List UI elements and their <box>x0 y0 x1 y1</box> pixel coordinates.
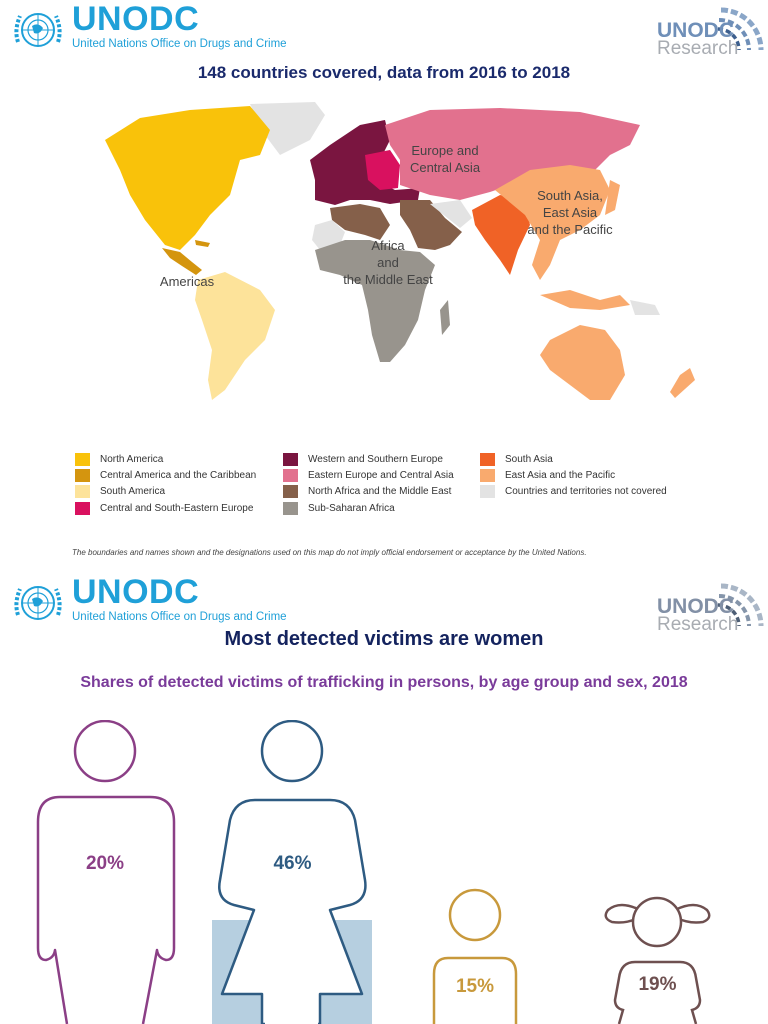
map-slide: UNODC United Nations Office on Drugs and… <box>10 2 765 557</box>
legend-item: South Asia <box>480 451 667 467</box>
value-men: 20% <box>85 853 125 874</box>
logo-subtitle: United Nations Office on Drugs and Crime <box>72 38 287 50</box>
region-east-asia-pacific <box>495 165 610 280</box>
boy-icon <box>432 888 518 1024</box>
man-icon <box>36 719 176 1024</box>
research-logo-line1: UNODC <box>657 595 734 618</box>
region-north-america <box>105 106 270 250</box>
region-central-america <box>162 248 202 275</box>
region-south-asia <box>472 195 530 275</box>
figure-boys: 15% <box>430 888 520 1024</box>
region-greenland <box>250 102 325 155</box>
value-women: 46% <box>273 853 312 874</box>
region-australia <box>540 325 625 400</box>
legend-item: East Asia and the Pacific <box>480 467 667 483</box>
un-emblem-icon <box>14 586 62 620</box>
region-eastern-europe-central-asia <box>385 108 640 200</box>
unodc-research-logo: UNODC Research <box>655 2 765 62</box>
legend-item: South America <box>75 484 256 500</box>
region-sub-saharan-africa <box>315 240 435 362</box>
figure-girls: 19% <box>600 888 715 1024</box>
legend-swatch <box>480 452 495 466</box>
research-arcs-icon <box>717 7 764 51</box>
logo-subtitle: United Nations Office on Drugs and Crime <box>72 611 287 623</box>
value-girls: 19% <box>638 974 677 995</box>
map-title: 148 countries covered, data from 2016 to… <box>197 63 571 82</box>
legend-swatch <box>480 468 495 482</box>
region-western-europe <box>310 120 420 205</box>
research-logo-line1: UNODC <box>657 19 734 42</box>
legend-swatch <box>75 485 90 499</box>
region-north-africa-middle-east <box>330 204 390 240</box>
legend-swatch <box>283 501 298 515</box>
legend-swatch <box>75 452 90 466</box>
legend-column-1: North America Central America and the Ca… <box>75 451 256 516</box>
legend-item: North America <box>75 451 256 467</box>
woman-icon <box>212 719 372 1024</box>
map-disclaimer: The boundaries and names shown and the d… <box>72 548 587 557</box>
legend-item: Western and Southern Europe <box>283 451 454 467</box>
slide-subtitle: Shares of detected victims of traffickin… <box>80 674 688 691</box>
unodc-research-logo: UNODC Research <box>655 578 765 638</box>
label-americas: Americas <box>160 274 215 289</box>
girl-icon <box>604 896 711 1024</box>
legend-item: Central and South-Eastern Europe <box>75 500 256 516</box>
legend-item: North Africa and the Middle East <box>283 484 454 500</box>
map-legend: North America Central America and the Ca… <box>75 451 715 521</box>
legend-swatch <box>283 452 298 466</box>
legend-item: Central America and the Caribbean <box>75 467 256 483</box>
legend-column-3: South Asia East Asia and the Pacific Cou… <box>480 451 667 500</box>
research-logo-line2: Research <box>657 614 739 635</box>
legend-swatch <box>283 485 298 499</box>
legend-item: Eastern Europe and Central Asia <box>283 467 454 483</box>
research-arcs-icon <box>717 583 764 627</box>
label-south-east-asia-pacific: South Asia, East Asia and the Pacific <box>527 188 613 237</box>
unodc-logo: UNODC United Nations Office on Drugs and… <box>10 2 287 58</box>
region-south-america <box>195 272 275 400</box>
legend-swatch <box>480 485 495 499</box>
victims-slide: UNODC United Nations Office on Drugs and… <box>0 570 768 1024</box>
legend-item: Countries and territories not covered <box>480 484 667 500</box>
value-boys: 15% <box>455 976 495 997</box>
figure-men: 20% <box>30 719 180 1024</box>
unodc-logo: UNODC United Nations Office on Drugs and… <box>10 575 287 631</box>
region-central-europe <box>365 150 400 190</box>
legend-swatch <box>75 501 90 515</box>
legend-swatch <box>283 468 298 482</box>
legend-swatch <box>75 468 90 482</box>
research-logo-line2: Research <box>657 38 739 59</box>
figure-women: 46% <box>210 719 375 1024</box>
un-emblem-icon <box>14 13 62 47</box>
logo-wordmark: UNODC <box>72 573 200 611</box>
label-europe-central-asia: Europe and Central Asia <box>410 143 481 175</box>
legend-column-2: Western and Southern Europe Eastern Euro… <box>283 451 454 516</box>
logo-wordmark: UNODC <box>72 0 200 38</box>
world-map: Europe and Central Asia South Asia, East A… <box>105 102 695 400</box>
slide-title: Most detected victims are women <box>224 628 544 650</box>
legend-item: Sub-Saharan Africa <box>283 500 454 516</box>
label-africa-middle-east: Africa and the Middle East <box>343 238 433 287</box>
